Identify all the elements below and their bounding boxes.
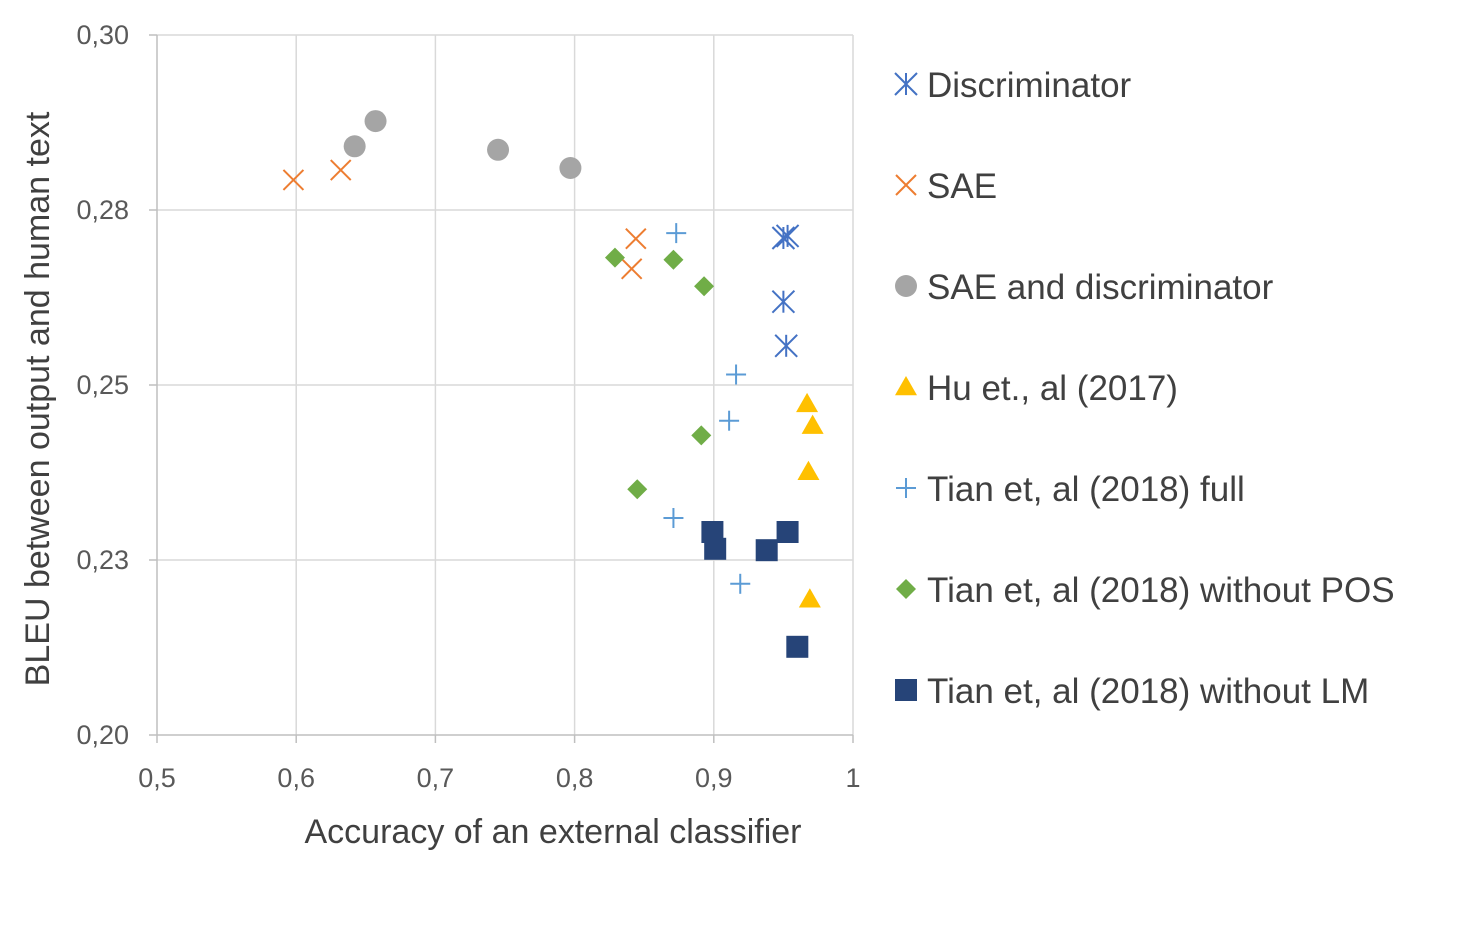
y-tick-label: 0,25 bbox=[76, 370, 129, 400]
x-tick-label: 0,5 bbox=[138, 763, 176, 793]
point-sae bbox=[282, 169, 305, 191]
legend-label: Hu et., al (2017) bbox=[927, 369, 1178, 408]
y-axis-title: BLEU between output and human text bbox=[19, 111, 57, 686]
point-tian-et-al-2018-without-pos bbox=[691, 425, 712, 446]
point-sae bbox=[620, 258, 643, 280]
x-tick-label: 1 bbox=[845, 763, 860, 793]
legend-item: Tian et, al (2018) without LM bbox=[895, 672, 1369, 711]
grid bbox=[157, 34, 854, 735]
point-tian-et-al-2018-without-pos bbox=[627, 479, 648, 500]
legend-label: Tian et, al (2018) without POS bbox=[927, 571, 1395, 610]
legend-marker bbox=[894, 72, 918, 96]
x-axis-title: Accuracy of an external classifier bbox=[305, 813, 802, 851]
point-tian-et-al-2018-without-lm bbox=[701, 521, 724, 543]
legend-label: Tian et, al (2018) full bbox=[927, 470, 1245, 509]
point-tian-et-al-2018-full bbox=[730, 573, 751, 594]
legend-label: Discriminator bbox=[927, 66, 1132, 105]
point-tian-et-al-2018-without-pos bbox=[604, 247, 625, 268]
legend-item: Hu et., al (2017) bbox=[895, 369, 1178, 408]
tick-labels: 0,5 0,6 0,7 0,8 0,9 1 0,20 0,23 0,25 0,28 0,30 bbox=[76, 20, 860, 793]
legend-item: SAE and discriminator bbox=[895, 268, 1274, 307]
legend-item: Tian et, al (2018) without POS bbox=[896, 571, 1395, 610]
point-tian-et-al-2018-full bbox=[719, 410, 740, 431]
legend-marker bbox=[895, 174, 917, 196]
legend-marker bbox=[895, 275, 917, 297]
x-tick-label: 0,7 bbox=[417, 763, 455, 793]
point-tian-et-al-2018-without-lm bbox=[776, 521, 799, 543]
point-tian-et-al-2018-without-pos bbox=[663, 249, 684, 270]
x-tick-label: 0,6 bbox=[277, 763, 315, 793]
x-tick-label: 0,9 bbox=[695, 763, 733, 793]
legend: Discriminator SAE SAE and discriminator Hu … bbox=[894, 66, 1395, 711]
point-hu-et-al-2017 bbox=[801, 414, 824, 434]
y-tick-label: 0,28 bbox=[76, 195, 129, 225]
legend-marker bbox=[896, 579, 916, 599]
point-discriminator bbox=[774, 334, 798, 358]
axes bbox=[149, 34, 854, 743]
legend-item: SAE bbox=[895, 167, 997, 206]
point-discriminator bbox=[775, 224, 800, 248]
point-hu-et-al-2017 bbox=[796, 392, 819, 413]
point-sae-and-discriminator bbox=[487, 138, 510, 161]
point-hu-et-al-2017 bbox=[798, 588, 821, 608]
y-tick-label: 0,20 bbox=[76, 720, 129, 750]
legend-item: Discriminator bbox=[894, 66, 1132, 105]
point-sae bbox=[625, 227, 647, 250]
point-tian-et-al-2018-full bbox=[726, 364, 747, 385]
point-tian-et-al-2018-without-lm bbox=[755, 539, 778, 562]
y-tick-label: 0,30 bbox=[76, 20, 129, 50]
legend-marker bbox=[896, 478, 916, 498]
point-discriminator bbox=[771, 289, 796, 314]
legend-label: Tian et, al (2018) without LM bbox=[927, 672, 1369, 711]
point-tian-et-al-2018-full bbox=[663, 508, 684, 528]
data-points bbox=[282, 110, 824, 658]
point-sae bbox=[330, 159, 352, 181]
point-tian-et-al-2018-without-pos bbox=[694, 276, 715, 297]
x-tick-label: 0,8 bbox=[556, 763, 594, 793]
point-sae-and-discriminator bbox=[343, 135, 366, 158]
point-tian-et-al-2018-without-lm bbox=[786, 635, 809, 658]
point-discriminator bbox=[771, 226, 796, 250]
legend-item: Tian et, al (2018) full bbox=[896, 470, 1245, 509]
legend-label: SAE bbox=[927, 167, 997, 206]
point-hu-et-al-2017 bbox=[797, 460, 820, 481]
legend-marker bbox=[895, 376, 917, 396]
y-tick-label: 0,23 bbox=[76, 545, 129, 575]
point-tian-et-al-2018-without-lm bbox=[704, 537, 727, 560]
point-sae-and-discriminator bbox=[364, 110, 387, 133]
point-tian-et-al-2018-full bbox=[666, 223, 687, 244]
legend-marker bbox=[895, 679, 917, 701]
point-sae-and-discriminator bbox=[559, 157, 582, 179]
legend-label: SAE and discriminator bbox=[927, 268, 1274, 307]
